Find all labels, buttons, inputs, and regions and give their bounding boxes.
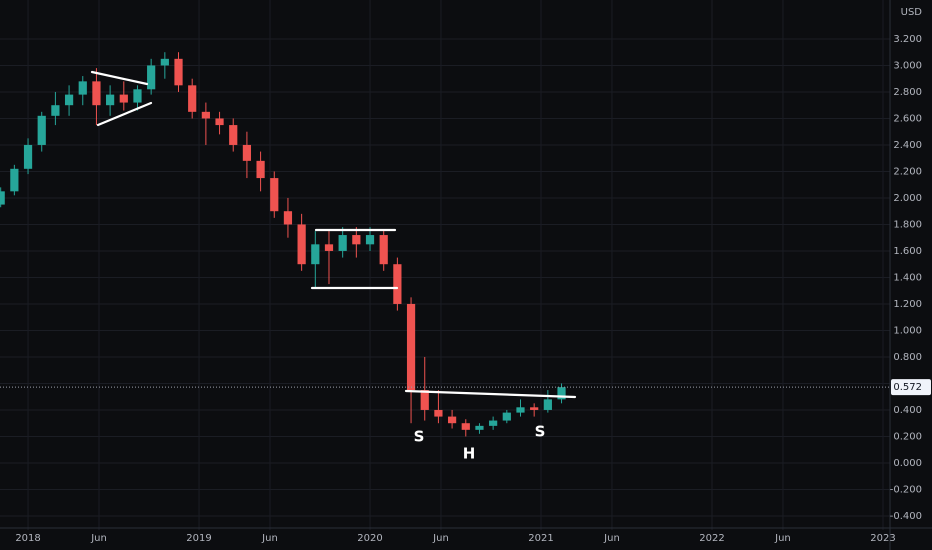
candle-body [119,94,128,103]
y-tick-label: 2.200 [893,166,922,177]
candle-body [92,81,101,106]
candle-body [420,390,429,410]
candle-body [201,111,210,119]
x-tick-label: 2022 [699,533,724,544]
x-tick-label: 2021 [528,533,553,544]
x-tick-label: Jun [432,533,449,544]
candle-body [283,211,293,225]
candle-body [447,416,457,424]
y-tick-label: 2.600 [893,113,922,124]
x-tick-label: 2018 [15,533,40,544]
x-tick-label: 2020 [357,533,382,544]
candle-body [270,178,279,212]
candle-body [174,58,183,86]
candle-body [489,420,498,426]
y-tick-label: -0.400 [890,511,922,522]
candle-body [37,115,46,145]
pattern-label: H [463,445,476,463]
candle-body [10,168,19,192]
y-tick-label: 2.000 [893,193,922,204]
candle-body [311,244,320,265]
candle-body [338,235,347,251]
candle-body [188,85,197,112]
y-tick-label: 1.400 [893,272,922,283]
y-tick-label: 2.400 [893,140,922,151]
y-tick-label: 2.800 [893,87,922,98]
candle-body [379,235,388,265]
candle-body [133,89,142,103]
candle-body [393,264,402,304]
y-tick-label: 0.200 [893,431,922,442]
y-tick-label: 3.000 [893,60,922,71]
candle-body [502,412,511,421]
candle-body [530,407,539,410]
x-tick-label: Jun [261,533,278,544]
candle-body [324,244,334,251]
last-price-label: 0.572 [893,382,922,393]
y-tick-label: 0.400 [893,405,922,416]
candle-body [229,125,238,145]
trendline [96,101,153,127]
trendline [404,389,577,399]
x-tick-label: Jun [90,533,107,544]
candle-body [516,407,525,413]
y-tick-label: 1.000 [893,325,922,336]
y-tick-label: 1.800 [893,219,922,230]
y-tick-label: 1.600 [893,246,922,257]
x-tick-label: 2019 [186,533,211,544]
candle-body [406,303,416,391]
pattern-label: S [414,428,425,446]
candle-body [242,144,252,161]
y-tick-label: 1.200 [893,299,922,310]
candle-body [543,399,552,410]
candle-body [256,160,265,179]
candle-body [51,105,60,116]
currency-label: USD [901,7,923,18]
candle-body [297,224,306,265]
y-tick-label: -0.200 [890,484,922,495]
candle-body [475,425,484,430]
candle-body [64,94,74,106]
candle-body [434,409,443,417]
x-tick-label: Jun [774,533,791,544]
last-price-box [891,379,931,396]
candle-body [352,235,361,245]
candle-body [160,58,169,66]
x-tick-label: 2023 [870,533,895,544]
candle-body [557,387,566,400]
candle-body [365,235,375,245]
y-tick-label: 0.800 [893,352,922,363]
candle-body [147,65,156,90]
x-tick-label: Jun [603,533,620,544]
pattern-label: S [535,423,546,441]
trendline [90,70,149,86]
y-tick-label: 3.200 [893,34,922,45]
candle-body [23,144,33,169]
candle-body [78,81,87,95]
candle-body [215,118,224,126]
candle-body [106,94,115,106]
candle-body [0,191,5,205]
candle-body [461,423,470,430]
y-tick-label: 0.000 [893,458,922,469]
